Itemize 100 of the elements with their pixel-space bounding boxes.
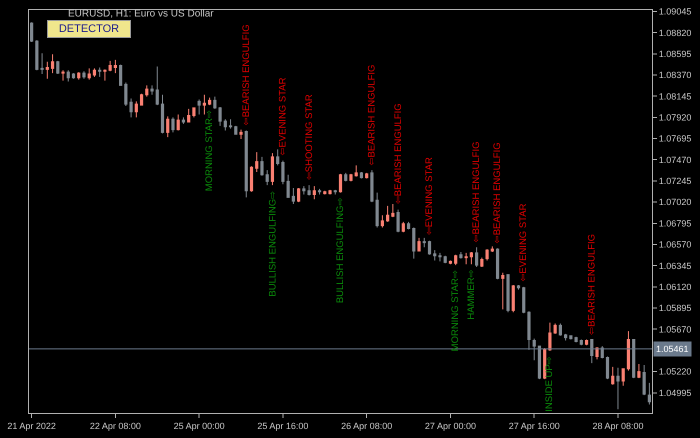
candlestick [156, 66, 159, 106]
candlestick [140, 93, 144, 106]
candlestick [114, 59, 117, 74]
candlestick [480, 257, 484, 268]
candlestick [516, 284, 520, 290]
candlestick [92, 68, 96, 78]
candlestick [250, 166, 254, 192]
candlestick [145, 84, 148, 98]
candlestick [584, 339, 588, 346]
text: ⇦BEARISH ENGULFIG [392, 103, 404, 204]
candlestick [224, 118, 227, 132]
candlestick [77, 72, 80, 80]
candlestick [626, 330, 630, 372]
y-tick-label: 1.08595 [658, 48, 692, 59]
candlestick [370, 170, 374, 203]
candlestick [134, 100, 138, 118]
candlestick [433, 250, 436, 261]
text: INSIDE UP⇨ [544, 356, 556, 412]
candlestick [182, 116, 186, 124]
candlestick [412, 227, 416, 260]
candlestick [208, 97, 212, 106]
candlestick [218, 106, 222, 126]
candlestick [391, 203, 394, 218]
y-tick-label: 1.08370 [658, 70, 692, 80]
candlestick [527, 310, 531, 350]
candlestick [428, 240, 432, 256]
text: ⇦EVENING STAR [424, 157, 435, 236]
y-tick-label: 1.06570 [658, 240, 692, 250]
candlestick [281, 160, 285, 185]
candlestick [448, 260, 452, 265]
candlestick [606, 356, 610, 380]
candlestick [98, 66, 102, 78]
candlestick [580, 339, 583, 346]
candlestick [292, 187, 295, 204]
candlestick [558, 323, 562, 336]
candlestick [417, 237, 421, 252]
x-tick-label: 26 Apr 08:00 [341, 420, 392, 431]
candlestick [166, 116, 170, 138]
candlestick [590, 339, 594, 364]
candlestick [490, 246, 494, 252]
x-tick-label: 27 Apr 00:00 [424, 420, 476, 431]
x-tick-label: 28 Apr 08:00 [592, 420, 644, 431]
candlestick [198, 98, 201, 116]
y-tick-label: 1.06345 [658, 260, 692, 271]
candlestick [648, 382, 651, 406]
candlestick [554, 323, 557, 334]
candlestick [176, 114, 180, 132]
candlestick [470, 251, 473, 265]
text: MORNING STAR⇨ [450, 270, 462, 352]
candlestick [160, 94, 164, 134]
candlestick [538, 346, 542, 380]
candlestick [574, 336, 578, 343]
candlestick [307, 184, 311, 196]
candlestick [228, 118, 232, 130]
candlestick [192, 107, 196, 118]
candlestick [46, 61, 49, 80]
text: BULLISH ENGULFING⇨ [267, 190, 278, 297]
candlestick [543, 348, 546, 380]
candlestick [202, 94, 206, 116]
candlestick [637, 364, 641, 379]
y-tick-label: 1.06795 [658, 218, 692, 228]
candlestick [30, 22, 34, 43]
y-tick-label: 1.04995 [658, 388, 692, 398]
candlestick [506, 274, 510, 313]
candlestick [302, 186, 306, 196]
candlestick [171, 116, 175, 133]
candlestick [234, 125, 238, 135]
y-tick-label: 1.05220 [658, 366, 692, 377]
candlestick [485, 248, 489, 261]
text: ⇦EVENING STAR [518, 204, 529, 282]
candlestick [600, 346, 604, 359]
text: ⇦BEARISH ENGULFIG [492, 142, 503, 244]
candlestick [616, 367, 620, 410]
candlestick [376, 192, 379, 228]
candlestick [88, 68, 91, 80]
candlestick [297, 187, 300, 203]
candlestick [56, 60, 60, 75]
x-tick-label: 27 Apr 16:00 [508, 420, 560, 431]
candlestick [564, 333, 568, 341]
candlestick [124, 82, 128, 107]
candlestick [40, 52, 44, 75]
candlestick [344, 172, 348, 182]
text: ⇦BEARISH ENGULFIG [470, 141, 482, 242]
candlestick [119, 64, 122, 86]
candlestick [334, 189, 337, 196]
text: ⇦EVENING STAR [277, 78, 288, 156]
text: BULLISH ENGULFING⇨ [334, 198, 346, 304]
candlestick [66, 70, 70, 82]
candlestick [365, 172, 368, 180]
candlestick [386, 205, 390, 222]
candlestick [406, 221, 410, 230]
candlestick [501, 272, 504, 310]
candlestick [61, 70, 65, 82]
y-tick-label: 1.07920 [658, 112, 692, 122]
y-tick-label: 1.07245 [658, 176, 692, 186]
text: MORNING STAR⇨ [204, 110, 216, 192]
candlestick [150, 84, 154, 96]
candlestick [270, 152, 274, 186]
y-tick-label: 1.08145 [658, 91, 692, 102]
candlestick [354, 164, 358, 178]
